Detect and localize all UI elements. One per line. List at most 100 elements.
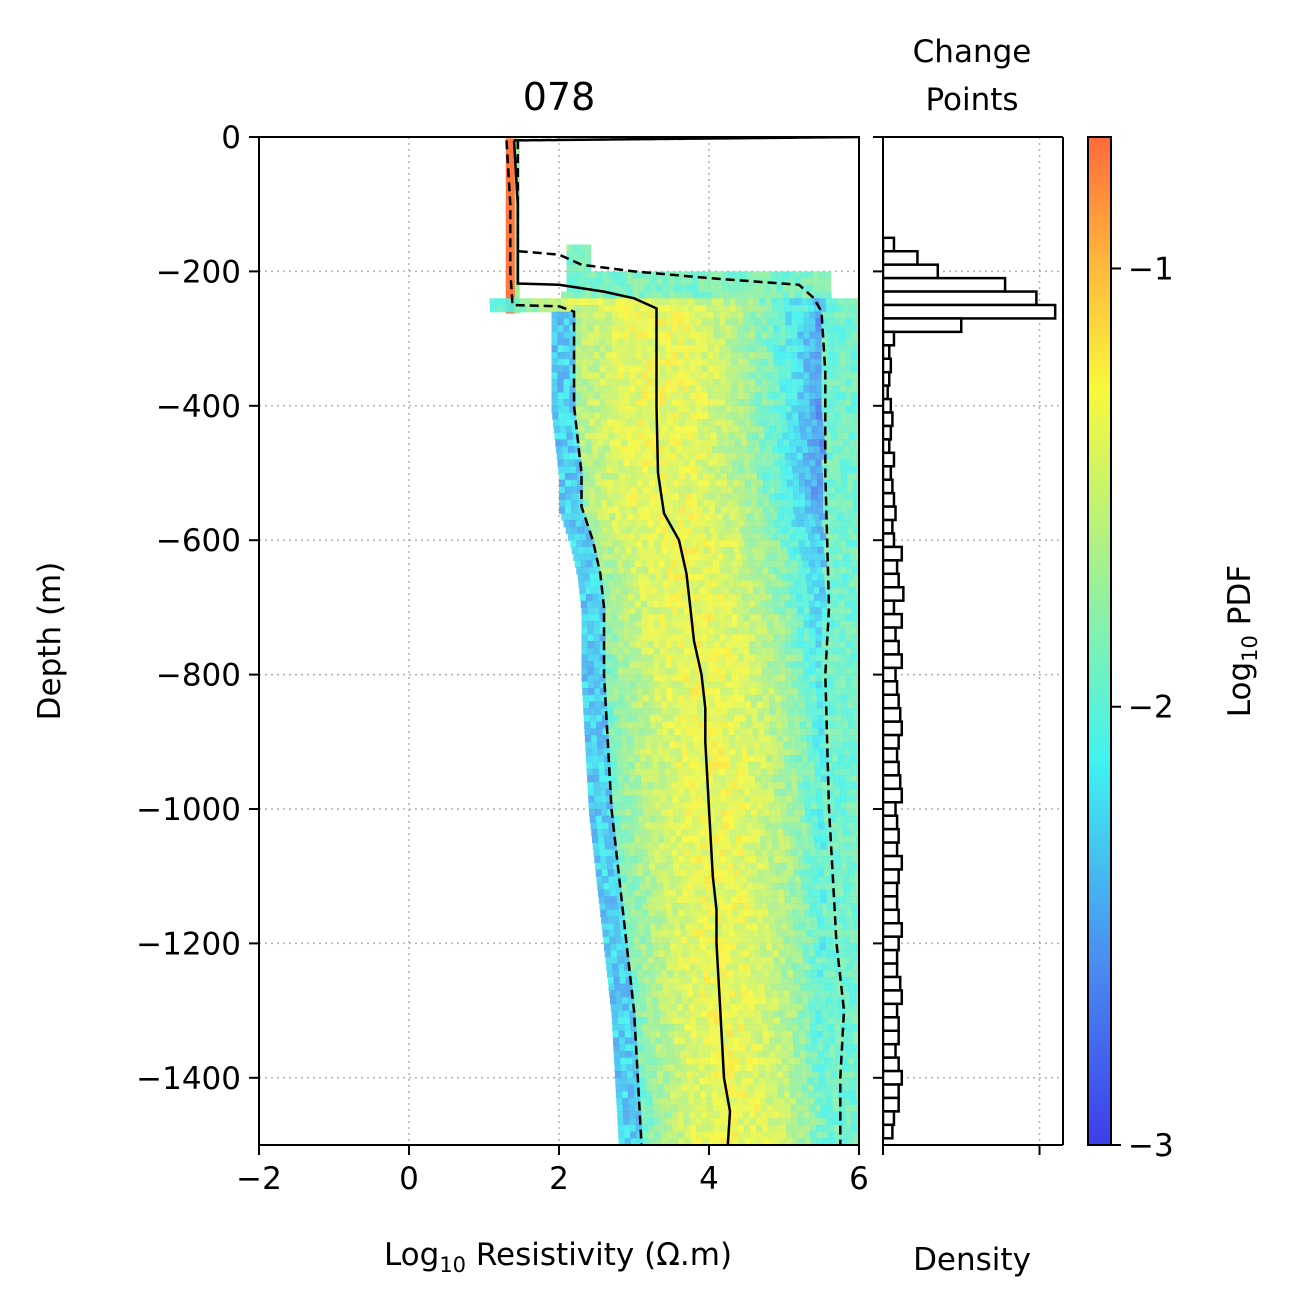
- heat-cell: [665, 641, 673, 649]
- heat-cell: [685, 916, 692, 924]
- heat-cell: [695, 345, 703, 353]
- heat-cell: [566, 257, 574, 266]
- heat-cell: [579, 513, 586, 521]
- heat-cell: [828, 909, 835, 918]
- heat-cell: [778, 835, 785, 844]
- heat-cell: [591, 291, 598, 299]
- heat-cell: [637, 473, 644, 481]
- heat-cell: [695, 782, 703, 790]
- heat-cell: [832, 593, 839, 602]
- heat-cell: [712, 533, 719, 541]
- heat-cell: [593, 667, 601, 676]
- heat-cell: [743, 782, 751, 790]
- heat-cell: [685, 714, 693, 723]
- heat-cell: [617, 378, 625, 387]
- heat-cell: [801, 829, 808, 837]
- heat-cell: [851, 849, 859, 857]
- heat-cell: [617, 641, 625, 649]
- heat-cell: [689, 667, 697, 676]
- heat-cell: [796, 305, 803, 313]
- heat-cell: [643, 493, 650, 501]
- heat-cell: [635, 325, 643, 333]
- heat-cell: [815, 627, 823, 635]
- heat-cell: [814, 768, 822, 776]
- heat-cell: [741, 439, 748, 447]
- heat-cell: [817, 708, 824, 716]
- heat-cell: [687, 829, 694, 837]
- heat-cell: [763, 486, 770, 494]
- heat-cell: [809, 647, 817, 656]
- heat-cell: [628, 950, 636, 958]
- heat-cell: [805, 479, 812, 488]
- heat-cell: [623, 634, 631, 642]
- heat-cell: [797, 378, 805, 387]
- heat-cell: [829, 923, 837, 931]
- heat-cell: [763, 506, 770, 514]
- heat-cell: [835, 809, 842, 817]
- heat-cell: [691, 526, 699, 535]
- heat-cell: [619, 473, 626, 481]
- heat-cell: [680, 271, 688, 279]
- heat-cell: [606, 694, 614, 703]
- heat-cell: [726, 540, 733, 548]
- heat-cell: [768, 567, 775, 575]
- heat-cell: [659, 405, 667, 414]
- heat-cell: [621, 829, 628, 837]
- heat-cell: [813, 882, 820, 891]
- heat-cell: [817, 419, 824, 427]
- heat-cell: [719, 352, 727, 360]
- heat-cell: [804, 466, 811, 474]
- heat-cell: [750, 909, 757, 918]
- heat-cell: [628, 889, 635, 897]
- heat-cell: [783, 741, 790, 750]
- heat-cell: [737, 956, 745, 965]
- heat-cell: [784, 446, 791, 454]
- heat-cell: [713, 654, 721, 662]
- heat-cell: [813, 587, 820, 595]
- heat-cell: [573, 553, 580, 561]
- heat-cell: [781, 479, 788, 488]
- heat-cell: [582, 688, 589, 696]
- heat-cell: [737, 681, 745, 689]
- heat-cell: [663, 741, 670, 750]
- heat-cell: [725, 352, 733, 360]
- heat-cell: [600, 466, 607, 474]
- heat-cell: [598, 768, 606, 776]
- heat-cell: [561, 291, 568, 299]
- heat-cell: [808, 889, 815, 897]
- heat-cell: [750, 802, 758, 810]
- heat-cell: [659, 661, 667, 669]
- heat-cell: [773, 775, 780, 783]
- heat-cell: [803, 627, 811, 635]
- heat-cell: [640, 446, 647, 454]
- heat-cell: [810, 412, 817, 420]
- heat-cell: [810, 466, 817, 474]
- heat-cell: [802, 889, 809, 897]
- heat-cell: [632, 929, 640, 938]
- heat-cell: [584, 721, 591, 729]
- heat-cell: [841, 809, 848, 817]
- heat-cell: [815, 365, 823, 373]
- heat-cell: [635, 372, 643, 380]
- heat-cell: [746, 735, 754, 743]
- heat-cell: [722, 278, 730, 286]
- heat-cell: [722, 580, 730, 588]
- heat-cell: [731, 331, 739, 340]
- heat-cell: [682, 943, 689, 951]
- heat-cell: [770, 580, 778, 588]
- heat-cell: [821, 338, 829, 346]
- heat-cell: [784, 943, 791, 951]
- heat-cell: [710, 580, 718, 588]
- heat-cell: [839, 520, 847, 528]
- heat-cell: [787, 546, 795, 555]
- heat-cell: [671, 667, 679, 676]
- heat-cell: [505, 145, 516, 153]
- heat-cell: [649, 862, 656, 871]
- heat-cell: [600, 567, 607, 575]
- heat-cell: [753, 741, 760, 750]
- heat-cell: [740, 876, 748, 884]
- heat-cell: [812, 432, 820, 440]
- heat-cell: [756, 795, 763, 803]
- heat-cell: [685, 809, 692, 817]
- heat-cell: [771, 291, 778, 299]
